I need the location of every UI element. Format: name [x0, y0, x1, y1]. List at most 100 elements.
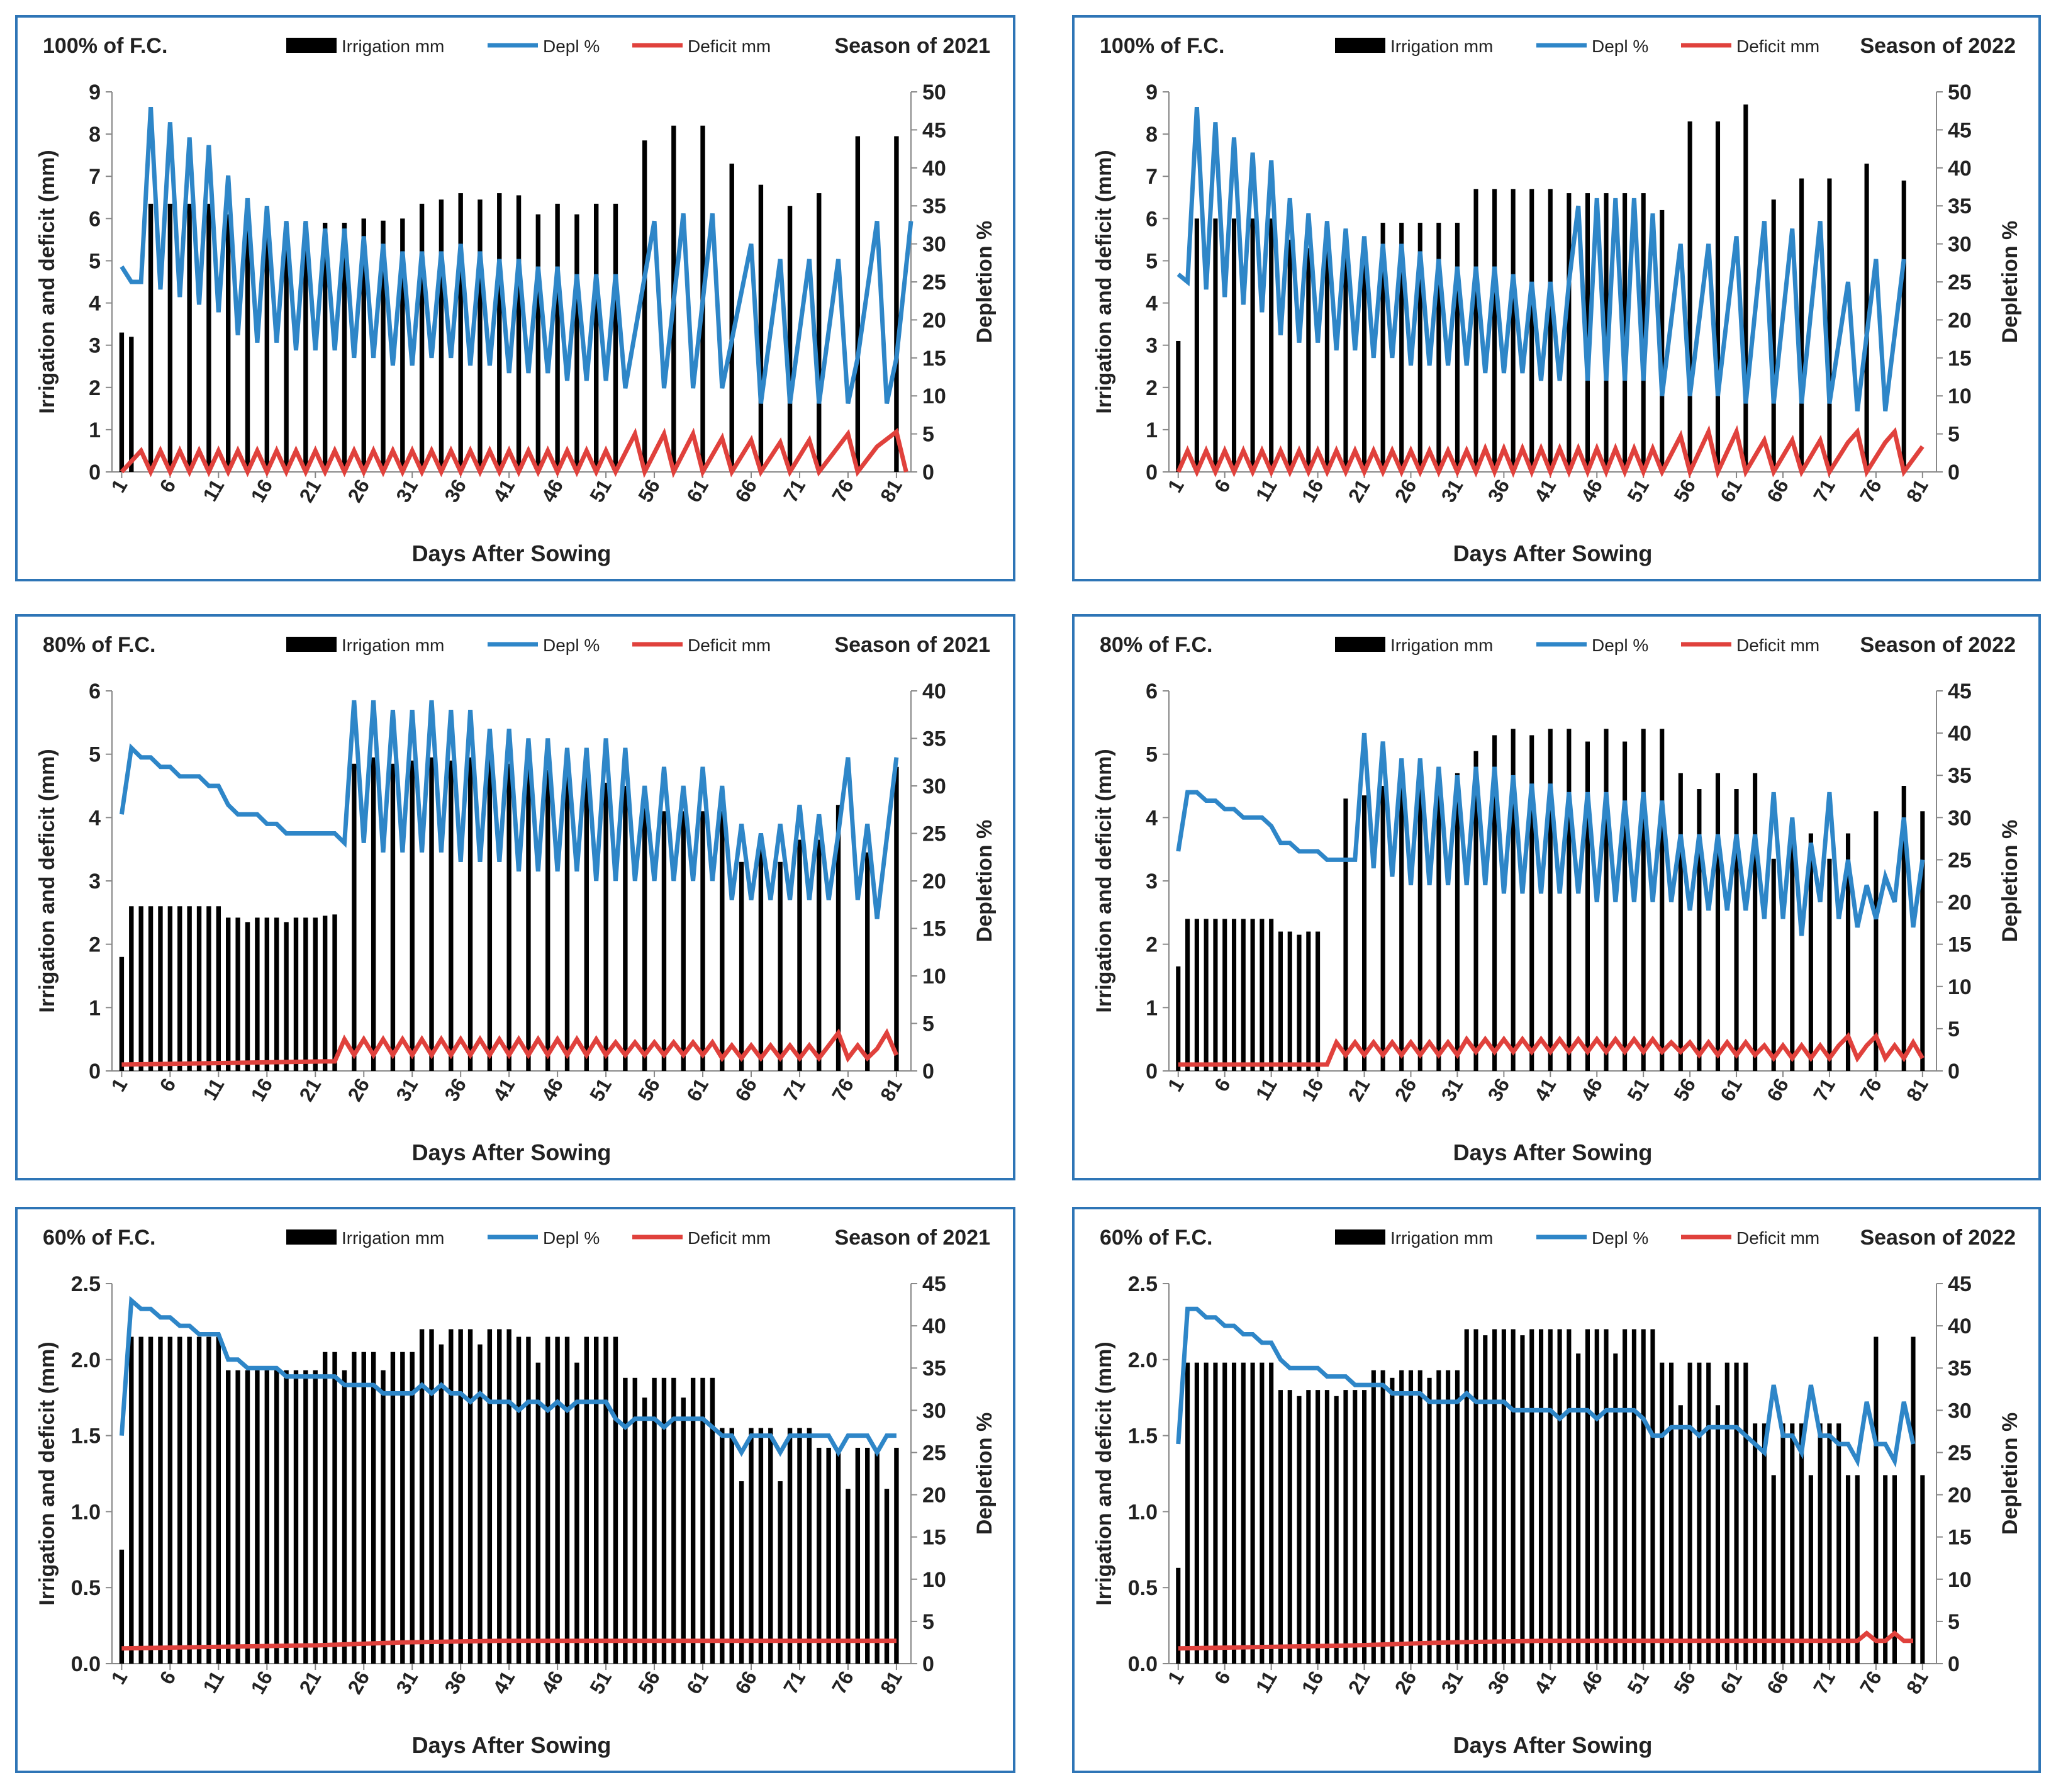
season-title: Season of 2022	[1860, 1226, 2016, 1250]
irrigation-bar	[458, 1329, 463, 1664]
irrigation-bar	[303, 223, 308, 472]
y-left-tick-label: 3	[89, 334, 101, 358]
chart-panel-60fc-2021: 60% of F.C. Season of 2021 Irrigation mm De…	[15, 1207, 1015, 1773]
irrigation-bars	[119, 125, 899, 472]
irrigation-bar	[526, 1336, 531, 1664]
x-tick-label: 71	[779, 1667, 810, 1698]
x-tick-label: 41	[1529, 1075, 1560, 1106]
y-right-tick-label: 20	[1948, 308, 1972, 332]
irrigation-bar	[1874, 811, 1879, 1071]
x-tick-label: 11	[198, 476, 228, 505]
y-right-tick-label: 30	[1948, 233, 1972, 257]
irrigation-bar	[1361, 239, 1367, 472]
y-left-tick-label: 4	[1146, 292, 1158, 316]
y-left-tick-label: 2	[1146, 376, 1158, 400]
y-left-tick-label: 9	[1146, 81, 1158, 104]
irrigation-bar	[758, 184, 764, 472]
y-left-tick-label: 8	[1146, 123, 1158, 147]
irrigation-bar	[661, 1377, 667, 1664]
irrigation-bar	[119, 332, 125, 472]
irrigation-bar	[119, 956, 125, 1071]
y-left-tick-label: 3	[1146, 870, 1158, 893]
irrigation-bar	[1380, 786, 1385, 1071]
irrigation-bar	[564, 776, 570, 1071]
y-left-tick-label: 1	[1146, 996, 1158, 1020]
y-right-tick-label: 25	[922, 822, 946, 846]
irrigation-bar	[1455, 773, 1460, 1071]
x-tick-label: 51	[585, 476, 616, 507]
treatment-title: 80% of F.C.	[1100, 633, 1212, 657]
y-right-tick-label: 45	[922, 118, 946, 142]
irrigation-bar	[1371, 1370, 1376, 1664]
x-tick-label: 1	[106, 1075, 131, 1095]
irrigation-bars	[1176, 1329, 1925, 1664]
chart-panel-60fc-2022: 60% of F.C. Season of 2022 Irrigation mm De…	[1072, 1207, 2041, 1773]
irrigation-bar	[264, 917, 269, 1071]
irrigation-bar	[158, 1336, 163, 1664]
irrigation-bar	[332, 914, 337, 1071]
y-axis-title-left: Irrigation and deficit (mm)	[1092, 1341, 1116, 1605]
y-right-tick-label: 5	[922, 423, 934, 447]
y-right-tick-label: 30	[1948, 1399, 1972, 1423]
irrigation-bar	[293, 917, 299, 1071]
legend-label-depletion: Depl %	[543, 36, 600, 56]
irrigation-bar	[1297, 934, 1302, 1071]
y-right-tick-label: 40	[922, 680, 946, 703]
legend: Irrigation mm Depl % Deficit mm	[286, 1228, 771, 1248]
y-left-tick-label: 8	[89, 123, 101, 147]
x-tick-label: 51	[585, 1075, 616, 1106]
legend-swatch-irrigation	[1335, 1229, 1385, 1245]
irrigation-bar	[671, 1377, 676, 1664]
irrigation-bar	[497, 1329, 502, 1664]
irrigation-bar	[1194, 919, 1199, 1071]
season-title: Season of 2021	[834, 633, 990, 657]
irrigation-bar	[187, 906, 192, 1071]
y-left-tick-label: 1.0	[71, 1500, 101, 1524]
y-axis-title-left: Irrigation and deficit (mm)	[35, 749, 59, 1012]
x-tick-label: 6	[155, 1667, 180, 1688]
irrigation-bars	[119, 757, 899, 1071]
y-right-tick-label: 15	[922, 917, 946, 941]
legend-label-deficit: Deficit mm	[1736, 36, 1819, 56]
irrigation-bar	[1306, 931, 1311, 1071]
irrigation-bar	[1287, 239, 1292, 472]
y-right-tick-label: 40	[922, 1314, 946, 1338]
y-right-tick-label: 30	[922, 233, 946, 257]
legend-label-depletion: Depl %	[1592, 36, 1648, 56]
irrigation-bar	[555, 1336, 560, 1664]
y-axis-title-left: Irrigation and deficit (mm)	[35, 150, 59, 413]
y-left-tick-label: 1	[1146, 418, 1158, 442]
legend: Irrigation mm Depl % Deficit mm	[1335, 36, 1819, 56]
x-tick-label: 36	[1483, 1075, 1514, 1106]
x-tick-label: 36	[440, 1667, 471, 1698]
irrigation-bar	[855, 1447, 861, 1664]
x-tick-label: 16	[246, 1667, 277, 1698]
irrigation-bar	[1343, 798, 1348, 1071]
irrigation-bar	[206, 203, 211, 472]
irrigation-bar	[1492, 735, 1497, 1071]
irrigation-bar	[352, 1352, 357, 1664]
y-right-tick-label: 5	[1948, 423, 1960, 447]
irrigation-bar	[1548, 1329, 1553, 1664]
irrigation-bar	[1743, 104, 1748, 473]
irrigation-bar	[371, 1352, 376, 1664]
irrigation-bar	[545, 1336, 550, 1664]
irrigation-bar	[313, 917, 318, 1071]
irrigation-bar	[642, 140, 647, 472]
irrigation-bar	[342, 223, 347, 472]
irrigation-bar	[129, 906, 134, 1071]
irrigation-bar	[1306, 248, 1311, 472]
irrigation-bar	[1715, 1405, 1721, 1664]
y-left-tick-label: 3	[1146, 334, 1158, 358]
irrigation-bar	[690, 1377, 696, 1664]
y-right-tick-label: 10	[922, 965, 946, 988]
legend-swatch-irrigation	[286, 637, 337, 652]
irrigation-bar	[623, 786, 628, 1071]
y-left-tick-label: 5	[1146, 743, 1158, 767]
irrigation-bar	[429, 1329, 434, 1664]
irrigation-bar	[497, 193, 502, 472]
irrigation-bar	[255, 917, 260, 1071]
irrigation-bar	[1641, 1329, 1646, 1664]
y-right-tick-label: 45	[1948, 118, 1972, 142]
y-left-tick-label: 5	[89, 743, 101, 767]
